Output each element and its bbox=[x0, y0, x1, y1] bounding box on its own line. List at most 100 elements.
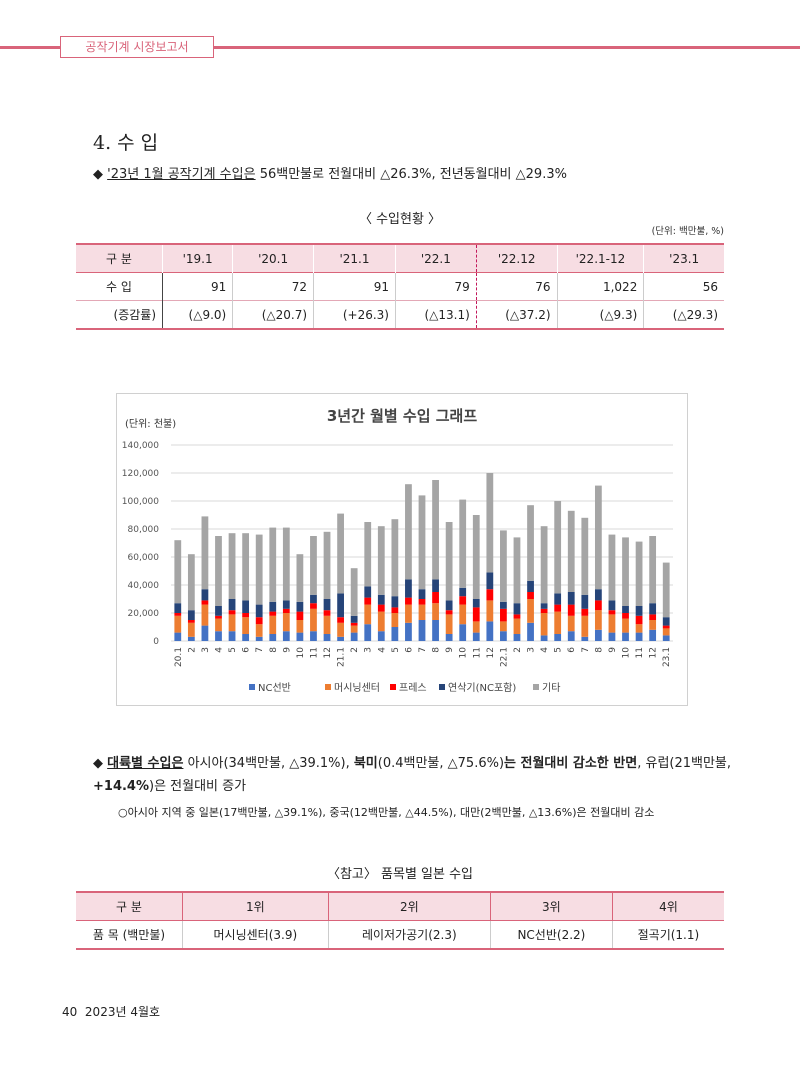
chart-bar-segment bbox=[486, 473, 494, 573]
chart-bar-segment bbox=[418, 589, 426, 599]
chart-bar-segment bbox=[459, 604, 467, 625]
chart-bar-segment bbox=[527, 622, 534, 641]
chart-bar-segment bbox=[594, 589, 602, 601]
legend-swatch bbox=[439, 684, 445, 690]
chart-bar-segment bbox=[594, 610, 602, 630]
chart-bar-segment bbox=[554, 501, 562, 594]
chart-bar-segment bbox=[472, 607, 480, 622]
chart-bar-segment bbox=[323, 599, 331, 611]
chart-bar-segment bbox=[187, 622, 195, 637]
chart-bar-segment bbox=[323, 610, 331, 616]
chart-bar-segment bbox=[459, 624, 467, 641]
chart-x-label: 23.1 bbox=[662, 647, 672, 667]
chart-bar-segment bbox=[323, 615, 331, 634]
chart-bar-segment bbox=[527, 592, 534, 599]
header-tab: 공작기계 시장보고서 bbox=[60, 36, 214, 58]
chart-bar-segment bbox=[513, 614, 521, 619]
legend-swatch bbox=[390, 684, 396, 690]
chart-bar-segment bbox=[255, 624, 263, 637]
chart-x-label: 5 bbox=[554, 647, 564, 653]
table-cell: (△29.3) bbox=[672, 307, 718, 322]
chart-bar-segment bbox=[405, 484, 412, 580]
chart-bar-segment bbox=[513, 618, 521, 634]
chart-y-tick: 40,000 bbox=[128, 581, 160, 591]
table-cell: 91 bbox=[162, 272, 234, 301]
chart-bar-segment bbox=[215, 615, 222, 619]
table-header-cell: 구 분 bbox=[76, 892, 183, 921]
table-cell: 레이저가공기(2.3) bbox=[328, 920, 491, 949]
chart-x-label: 20.1 bbox=[174, 647, 184, 667]
chart-bar-segment bbox=[337, 593, 344, 618]
region-europe: , 유럽(21백만불, bbox=[637, 756, 732, 771]
chart-bar-segment bbox=[174, 615, 182, 633]
chart-bar-segment bbox=[201, 625, 209, 641]
chart-x-label: 21.1 bbox=[337, 647, 347, 667]
chart-bar-segment bbox=[459, 587, 467, 597]
chart-bar-segment bbox=[269, 527, 277, 602]
chart-bar-segment bbox=[554, 611, 562, 634]
chart-x-label: 9 bbox=[445, 647, 455, 653]
chart-bar-segment bbox=[527, 599, 534, 623]
chart-bar-segment bbox=[242, 533, 250, 601]
chart-bar-segment bbox=[486, 572, 494, 590]
table-cell: (△13.1) bbox=[395, 300, 477, 329]
chart-bar-segment bbox=[608, 610, 616, 615]
chart-bar-segment bbox=[296, 554, 304, 602]
chart-bar-segment bbox=[418, 599, 426, 605]
chart-bar-segment bbox=[391, 613, 399, 627]
chart-x-label: 6 bbox=[567, 647, 577, 653]
chart-bar-segment bbox=[622, 618, 629, 633]
chart-bar-segment bbox=[662, 562, 670, 618]
chart-y-tick: 60,000 bbox=[128, 553, 160, 563]
table-header-cell: '23.1 bbox=[643, 244, 724, 273]
chart-bar-segment bbox=[282, 527, 290, 601]
chart-bar-segment bbox=[228, 631, 236, 641]
table-cell: 56 bbox=[702, 279, 718, 294]
chart-bar-segment bbox=[242, 634, 250, 641]
chart-x-label: 3 bbox=[527, 647, 537, 653]
chart-bar-segment bbox=[282, 631, 290, 641]
chart-bar-segment bbox=[187, 636, 195, 641]
chart-bar-segment bbox=[432, 603, 439, 620]
monthly-import-chart: 3년간 월별 수입 그래프 (단위: 천불) 0 20,000 40,000 60,0… bbox=[116, 393, 688, 706]
chart-bar-segment bbox=[242, 600, 250, 613]
legend-label: NC선반 bbox=[258, 682, 291, 694]
chart-bar-segment bbox=[296, 611, 304, 620]
chart-x-label: 2 bbox=[350, 647, 360, 653]
chart-x-label: 10 bbox=[296, 647, 306, 659]
table-header-cell: 2위 bbox=[328, 892, 491, 921]
chart-bar-segment bbox=[310, 594, 317, 604]
table-cell: 79 bbox=[395, 272, 477, 301]
chart-x-label: 7 bbox=[418, 647, 428, 653]
region-lead: 대륙별 수입은 bbox=[107, 756, 184, 771]
chart-bar-segment bbox=[594, 629, 602, 641]
table-header-cell: 3위 bbox=[490, 892, 613, 921]
chart-bar-segment bbox=[310, 603, 317, 609]
chart-x-label: 6 bbox=[242, 647, 252, 653]
chart-bar-segment bbox=[527, 505, 534, 581]
legend-label: 프레스 bbox=[399, 682, 427, 694]
chart-bar-segment bbox=[323, 634, 331, 641]
chart-bar-segment bbox=[201, 589, 209, 601]
chart-bar-segment bbox=[187, 554, 195, 611]
chart-bar-segment bbox=[649, 536, 657, 604]
region-europe-rate: +14.4% bbox=[93, 779, 149, 794]
chart-bar-segment bbox=[500, 608, 507, 622]
chart-bar-segment bbox=[337, 513, 344, 594]
chart-bar-segment bbox=[269, 611, 277, 616]
chart-x-label: 8 bbox=[432, 647, 442, 653]
table-cell: (△20.7) bbox=[232, 300, 315, 329]
chart-bar-segment bbox=[174, 613, 182, 616]
table1-title: 〈 수입현황 〉 bbox=[358, 212, 442, 227]
chart-bar-segment bbox=[364, 624, 372, 641]
chart-bar-segment bbox=[486, 621, 494, 641]
chart-x-label: 8 bbox=[594, 647, 604, 653]
chart-bar-segment bbox=[500, 601, 507, 609]
chart-bar-segment bbox=[608, 632, 616, 641]
chart-bar-segment bbox=[608, 534, 616, 601]
chart-bar-segment bbox=[472, 621, 480, 633]
chart-bar-segment bbox=[391, 519, 399, 597]
chart-bar-segment bbox=[635, 606, 643, 616]
chart-bar-segment bbox=[540, 526, 548, 604]
chart-bar-segment bbox=[228, 614, 236, 632]
